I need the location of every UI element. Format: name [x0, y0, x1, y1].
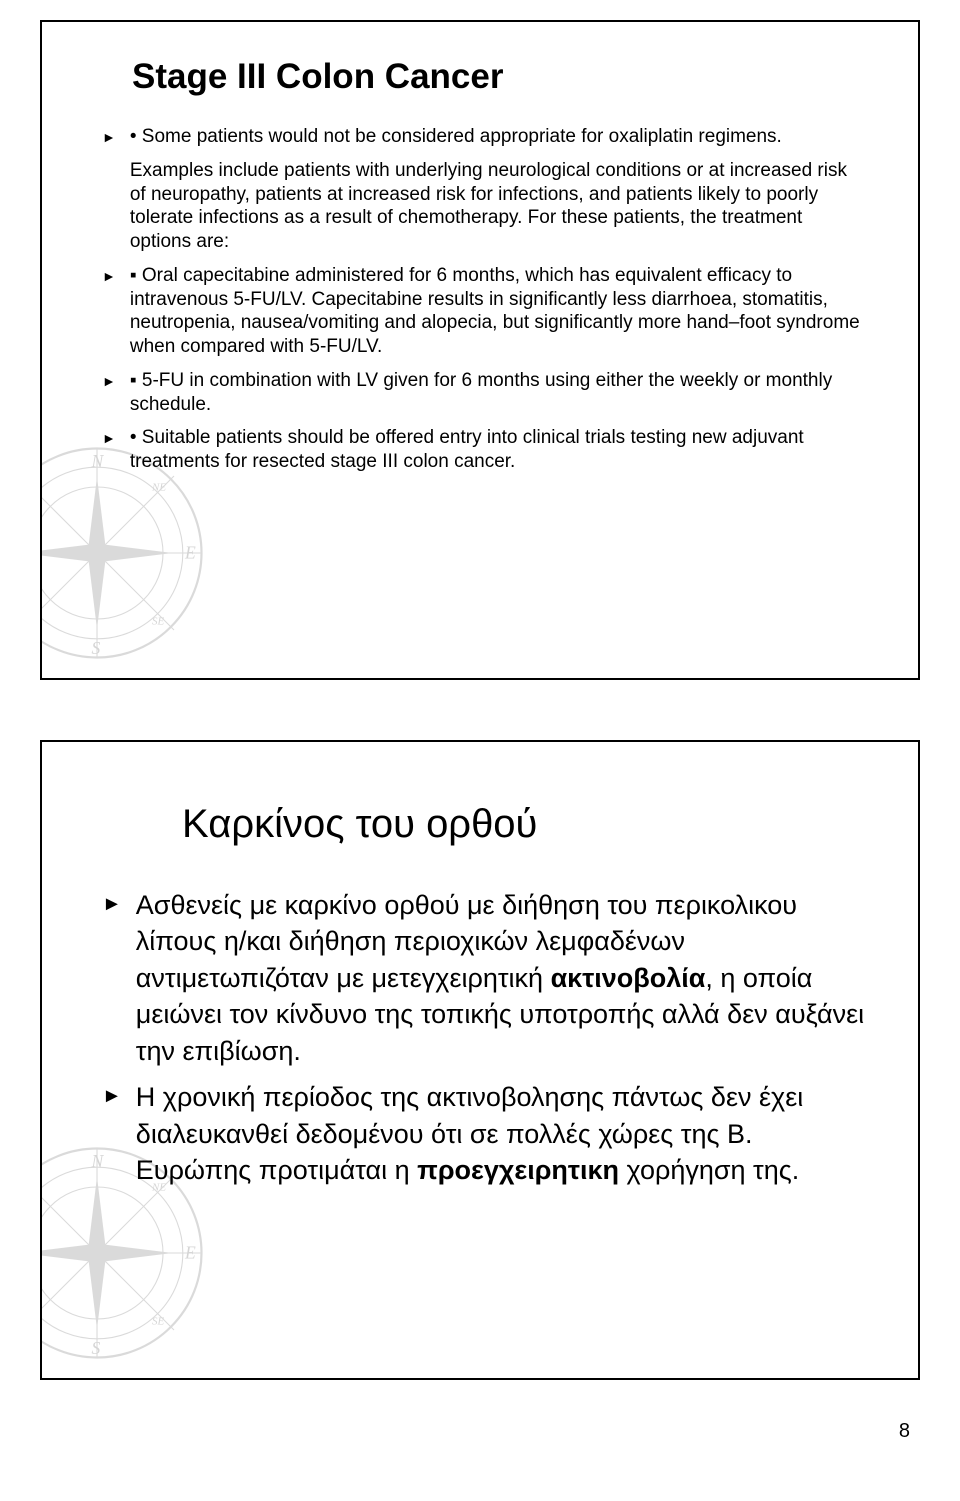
bullet-arrow-icon: ► [102, 268, 116, 284]
svg-text:E: E [184, 1243, 196, 1263]
slide2-bullet-0: ► Ασθενείς με καρκίνο ορθού με διήθηση τ… [102, 887, 868, 1069]
svg-text:NE: NE [151, 481, 166, 493]
svg-text:E: E [184, 543, 196, 563]
bullet-text: Ασθενείς με καρκίνο ορθού με διήθηση του… [136, 887, 868, 1069]
slide1-bullet-0: ► • Some patients would not be considere… [102, 125, 868, 149]
svg-text:NW: NW [40, 1181, 41, 1193]
bullet-arrow-icon: ► [102, 430, 116, 446]
slide1-bullet-4: ► • Suitable patients should be offered … [102, 426, 868, 474]
bullet-arrow-icon: ► [102, 1085, 122, 1108]
svg-text:S: S [92, 638, 101, 658]
compass-watermark: N S W E NW NE SW SE [40, 443, 207, 663]
svg-text:SE: SE [152, 1316, 165, 1328]
bullet-text: Η χρονική περίοδος της ακτινοβολησης πάν… [136, 1079, 868, 1188]
page-number: 8 [40, 1420, 910, 1443]
bullet-arrow-icon: ► [102, 129, 116, 145]
slide1-bullet-3: ► ▪ 5-FU in combination with LV given fo… [102, 369, 868, 417]
bullet-text: Examples include patients with underlyin… [130, 159, 868, 254]
svg-text:NW: NW [40, 481, 41, 493]
bullet-text: • Some patients would not be considered … [130, 125, 782, 149]
bullet-arrow-icon: ► [102, 373, 116, 389]
slide1-title: Stage III Colon Cancer [132, 57, 868, 97]
slide-1: N S W E NW NE SW SE Stage III Colon Canc… [40, 20, 920, 680]
bullet-text: ▪ 5-FU in combination with LV given for … [130, 369, 868, 417]
slide2-title: Καρκίνος του ορθού [182, 802, 868, 847]
slide-2: N S W E NW NE SW SE Καρκίνος του ορθού ► [40, 740, 920, 1380]
bullet-text: ▪ Oral capecitabine administered for 6 m… [130, 264, 868, 359]
svg-text:SE: SE [152, 616, 165, 628]
bullet-arrow-icon: ► [102, 893, 122, 916]
slide1-bullet-1: ► Examples include patients with underly… [102, 159, 868, 254]
slide1-bullet-2: ► ▪ Oral capecitabine administered for 6… [102, 264, 868, 359]
slide2-bullet-1: ► Η χρονική περίοδος της ακτινοβολησης π… [102, 1079, 868, 1188]
svg-text:S: S [92, 1338, 101, 1358]
bullet-text: • Suitable patients should be offered en… [130, 426, 868, 474]
